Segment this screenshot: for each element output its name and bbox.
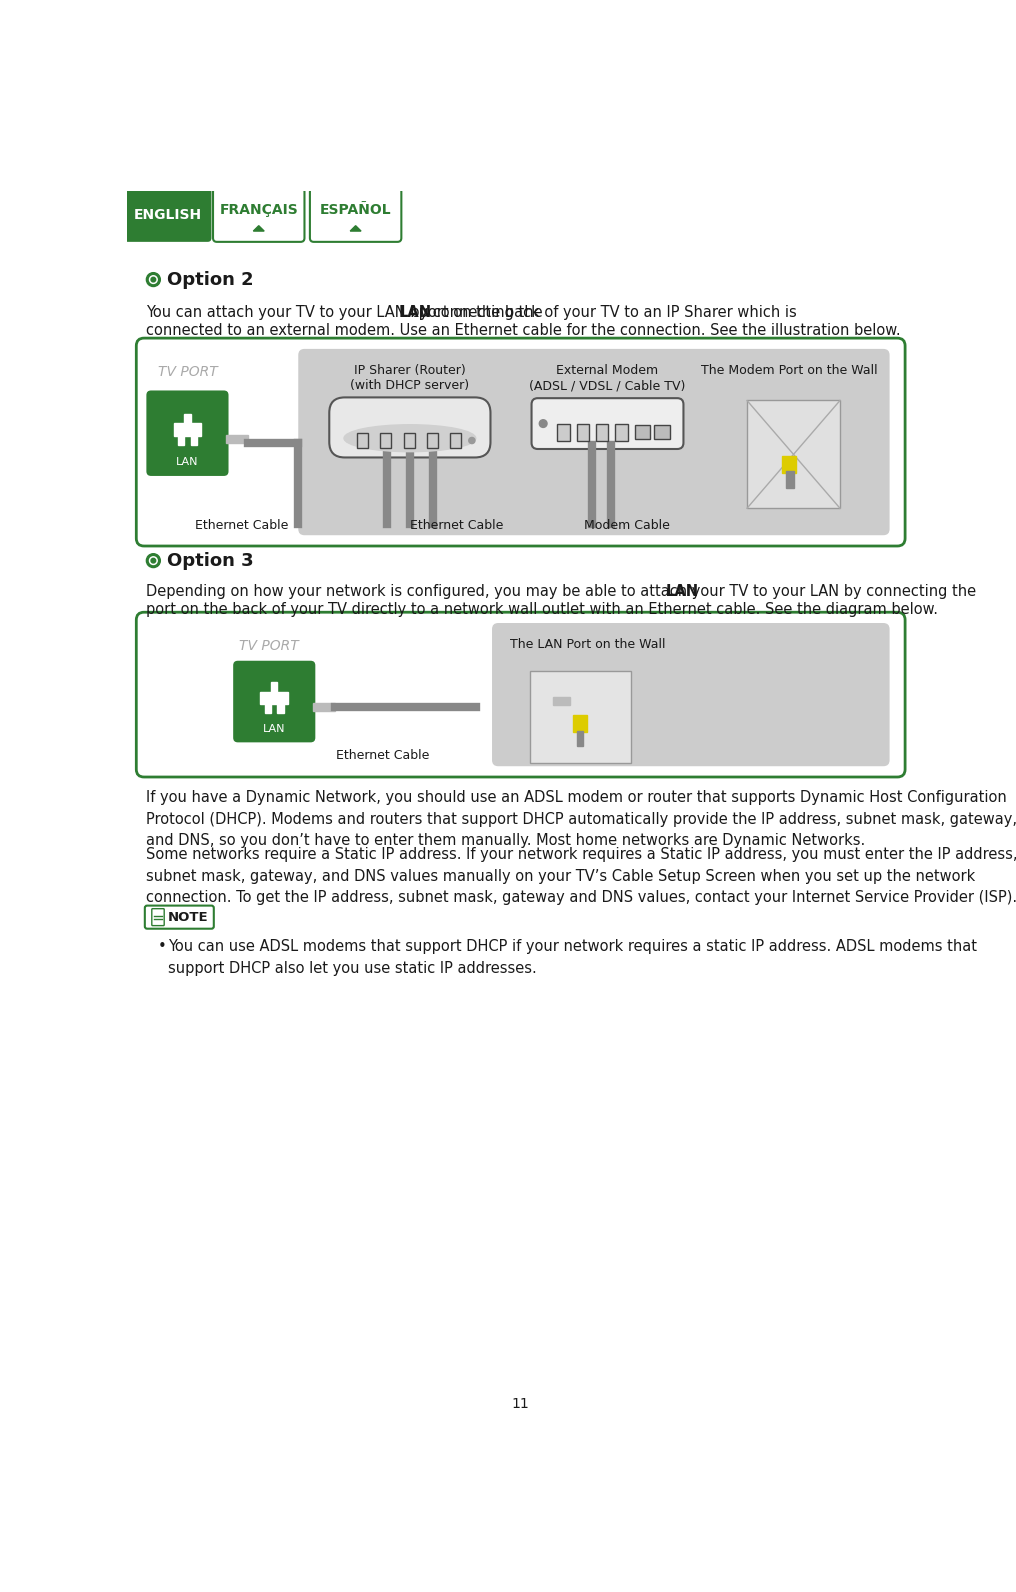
Text: NOTE: NOTE <box>168 911 208 923</box>
FancyBboxPatch shape <box>151 909 165 925</box>
Text: Option 3: Option 3 <box>168 552 254 570</box>
Text: TV PORT: TV PORT <box>158 365 217 379</box>
Text: port on the back of your TV to an IP Sharer which is: port on the back of your TV to an IP Sha… <box>414 306 797 320</box>
Polygon shape <box>351 226 361 231</box>
Text: Ethernet Cable: Ethernet Cable <box>195 519 289 532</box>
Bar <box>576 423 589 441</box>
Text: If you have a Dynamic Network, you should use an ADSL modem or router that suppo: If you have a Dynamic Network, you shoul… <box>146 790 1016 849</box>
Bar <box>227 435 248 443</box>
FancyBboxPatch shape <box>213 188 305 242</box>
Bar <box>450 433 461 449</box>
Bar <box>265 704 271 713</box>
Circle shape <box>146 554 161 568</box>
Circle shape <box>468 438 474 444</box>
Text: External Modem
(ADSL / VDSL / Cable TV): External Modem (ADSL / VDSL / Cable TV) <box>529 365 686 392</box>
Bar <box>358 433 368 449</box>
Bar <box>313 704 334 710</box>
Bar <box>277 704 283 713</box>
Text: port on the back of your TV directly to a network wall outlet with an Ethernet c: port on the back of your TV directly to … <box>146 602 939 618</box>
Text: •: • <box>158 939 167 955</box>
Circle shape <box>149 275 157 283</box>
FancyBboxPatch shape <box>310 188 401 242</box>
Bar <box>380 433 391 449</box>
Text: Option 2: Option 2 <box>168 271 254 288</box>
Text: LAN: LAN <box>665 584 699 599</box>
Text: Modem Cable: Modem Cable <box>584 519 670 532</box>
Text: TV PORT: TV PORT <box>240 638 299 653</box>
FancyBboxPatch shape <box>492 622 890 766</box>
Circle shape <box>151 277 155 282</box>
Bar <box>403 433 415 449</box>
Bar <box>635 425 650 439</box>
FancyBboxPatch shape <box>124 188 211 242</box>
Bar <box>576 731 583 747</box>
FancyBboxPatch shape <box>146 390 229 476</box>
Text: Ethernet Cable: Ethernet Cable <box>336 748 430 763</box>
Text: Depending on how your network is configured, you may be able to attach your TV t: Depending on how your network is configu… <box>146 584 981 599</box>
Bar <box>271 683 277 691</box>
Text: ESPAÑOL: ESPAÑOL <box>320 202 391 217</box>
Text: ENGLISH: ENGLISH <box>134 209 202 221</box>
Bar <box>184 414 191 423</box>
Text: connected to an external modem. Use an Ethernet cable for the connection. See th: connected to an external modem. Use an E… <box>146 323 901 339</box>
Ellipse shape <box>344 425 475 452</box>
Bar <box>573 715 586 732</box>
Bar <box>530 670 631 763</box>
FancyBboxPatch shape <box>234 661 315 742</box>
FancyBboxPatch shape <box>329 398 491 457</box>
Bar <box>554 697 570 705</box>
Bar <box>260 691 289 704</box>
FancyBboxPatch shape <box>136 338 905 546</box>
Text: The Modem Port on the Wall: The Modem Port on the Wall <box>701 365 878 377</box>
Text: LAN: LAN <box>399 306 432 320</box>
Bar <box>785 471 793 489</box>
Bar <box>191 436 197 444</box>
Circle shape <box>151 559 155 564</box>
Text: You can attach your TV to your LAN by connecting the: You can attach your TV to your LAN by co… <box>146 306 548 320</box>
Text: IP Sharer (Router)
(with DHCP server): IP Sharer (Router) (with DHCP server) <box>351 365 469 392</box>
Bar <box>178 436 184 444</box>
Polygon shape <box>253 226 264 231</box>
Text: You can use ADSL modems that support DHCP if your network requires a static IP a: You can use ADSL modems that support DHC… <box>168 939 977 976</box>
FancyBboxPatch shape <box>531 398 684 449</box>
Circle shape <box>146 272 161 287</box>
Text: 11: 11 <box>512 1396 529 1411</box>
Bar <box>595 423 609 441</box>
Text: The LAN Port on the Wall: The LAN Port on the Wall <box>510 638 665 651</box>
Bar <box>782 455 796 473</box>
Bar <box>616 423 628 441</box>
FancyBboxPatch shape <box>136 613 905 777</box>
Text: Ethernet Cable: Ethernet Cable <box>409 519 503 532</box>
Bar <box>174 423 201 436</box>
Bar <box>654 425 670 439</box>
Bar <box>747 401 840 508</box>
Text: LAN: LAN <box>176 457 199 466</box>
Text: FRANÇAIS: FRANÇAIS <box>219 202 298 217</box>
Text: LAN: LAN <box>263 724 285 734</box>
Bar <box>557 423 570 441</box>
FancyBboxPatch shape <box>299 349 890 535</box>
Circle shape <box>539 420 547 427</box>
Bar <box>427 433 438 449</box>
Circle shape <box>149 557 157 565</box>
Text: Some networks require a Static IP address. If your network requires a Static IP : Some networks require a Static IP addres… <box>146 847 1016 906</box>
FancyBboxPatch shape <box>145 906 213 928</box>
